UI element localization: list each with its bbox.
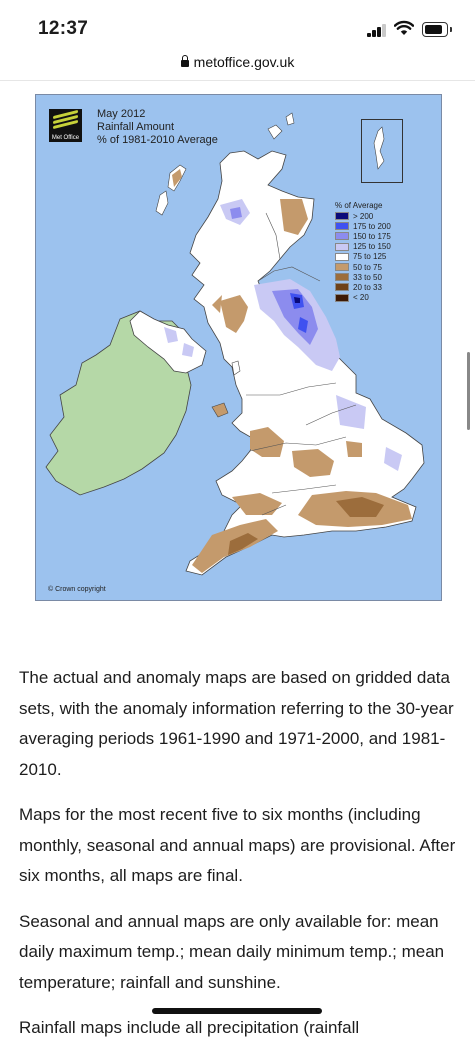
legend-label: 33 to 50 — [353, 272, 382, 282]
url-text: metoffice.gov.uk — [193, 54, 295, 70]
legend-swatch — [335, 242, 349, 251]
legend-item: 50 to 75 — [335, 262, 391, 272]
battery-icon — [422, 22, 452, 37]
legend-item: 33 to 50 — [335, 272, 391, 282]
legend-label: < 20 — [353, 293, 369, 303]
legend-swatch — [335, 252, 349, 261]
met-office-logo: Met Office — [49, 109, 82, 142]
legend-item: > 200 — [335, 211, 391, 221]
article-body: The actual and anomaly maps are based on… — [19, 663, 459, 1059]
legend-label: 50 to 75 — [353, 262, 382, 272]
legend-swatch — [335, 232, 349, 241]
article-paragraph: Rainfall maps include all precipitation … — [19, 1018, 360, 1037]
legend-swatch — [335, 273, 349, 282]
copyright-text: © Crown copyright — [48, 586, 106, 593]
rainfall-map[interactable]: Met Office May 2012 Rainfall Amount % of… — [35, 94, 442, 601]
legend-swatch — [335, 263, 349, 272]
legend-label: > 200 — [353, 211, 374, 221]
legend-item: < 20 — [335, 293, 391, 303]
wifi-icon — [394, 20, 414, 35]
legend-swatch — [335, 212, 349, 221]
legend-swatch — [335, 222, 349, 231]
map-title: May 2012 Rainfall Amount % of 1981-2010 … — [97, 108, 218, 146]
legend-label: 125 to 150 — [353, 242, 391, 252]
status-bar: 12:37 — [0, 0, 475, 50]
legend-title: % of Average — [335, 201, 383, 210]
legend-swatch — [335, 283, 349, 292]
article-paragraph: Seasonal and annual maps are only availa… — [19, 911, 445, 992]
legend-item: 125 to 150 — [335, 242, 391, 252]
great-britain-landmass — [185, 150, 425, 576]
home-indicator[interactable] — [152, 1008, 322, 1014]
lock-icon — [180, 55, 189, 67]
legend-label: 150 to 175 — [353, 231, 391, 241]
scrollbar[interactable] — [467, 352, 470, 430]
article-paragraph: Maps for the most recent five to six mon… — [19, 805, 456, 885]
status-time: 12:37 — [38, 18, 89, 39]
article-paragraph: The actual and anomaly maps are based on… — [19, 668, 454, 779]
shetland-inset-box — [361, 119, 403, 183]
legend-label: 175 to 200 — [353, 221, 391, 231]
map-legend: % of Average > 200 175 to 200 150 to 175 12… — [335, 201, 391, 303]
legend-label: 75 to 125 — [353, 252, 387, 262]
legend-item: 175 to 200 — [335, 221, 391, 231]
browser-address-bar[interactable]: metoffice.gov.uk — [0, 50, 475, 81]
map-canvas — [45, 112, 425, 576]
cellular-signal-icon — [367, 24, 387, 37]
legend-item: 150 to 175 — [335, 231, 391, 241]
legend-item: 75 to 125 — [335, 252, 391, 262]
legend-label: 20 to 33 — [353, 282, 382, 292]
legend-swatch — [335, 293, 349, 302]
legend-item: 20 to 33 — [335, 282, 391, 292]
